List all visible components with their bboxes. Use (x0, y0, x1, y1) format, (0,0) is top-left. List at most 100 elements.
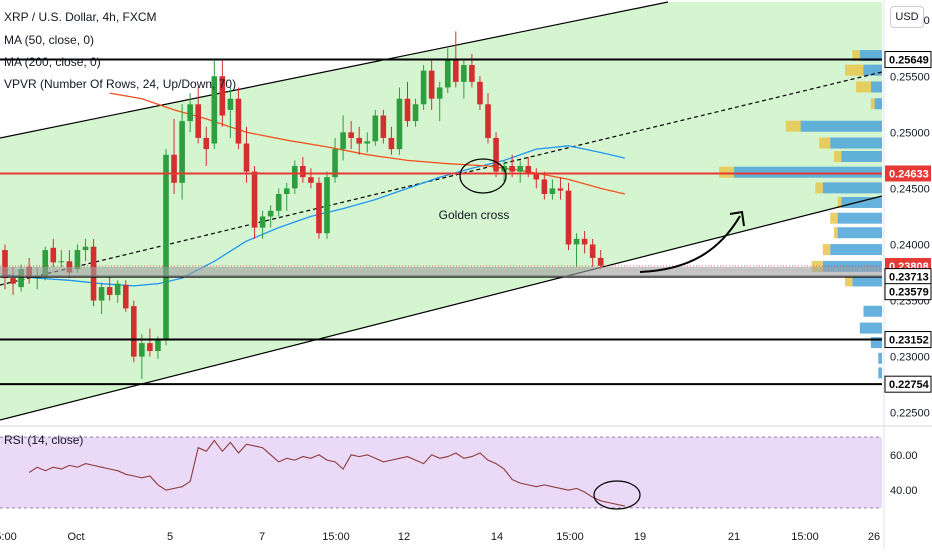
candle-body (436, 87, 443, 99)
rsi-legend[interactable]: RSI (14, close) (4, 433, 84, 447)
candle-body (324, 177, 330, 234)
volume-row-down (815, 182, 823, 194)
moving-averages (4, 92, 626, 287)
ma200-line (109, 92, 626, 195)
volume-row-up (852, 275, 882, 287)
price-label: 0.23713 (889, 272, 929, 284)
candle-body (106, 287, 113, 295)
candle-body (493, 137, 499, 172)
price-label-box (884, 331, 932, 349)
golden-cross-label: Golden cross (439, 208, 510, 222)
volume-row-down (852, 50, 860, 62)
ma50-line (4, 145, 626, 287)
candle-body (308, 177, 314, 183)
rsi-pane: 60.00 40.00 (0, 425, 932, 510)
candle-body (155, 339, 161, 351)
price-label: 0.25649 (889, 55, 929, 67)
volume-row-down (822, 244, 831, 256)
ma200-legend[interactable]: MA (200, close, 0) (4, 55, 101, 69)
ma50-legend[interactable]: MA (50, close, 0) (4, 33, 95, 47)
candle-body (74, 250, 81, 270)
candle-body (195, 104, 201, 138)
candle-body (469, 65, 475, 82)
volume-row-down (819, 137, 831, 149)
annotations: Golden cross (439, 158, 745, 273)
volume-row-up (859, 50, 882, 62)
candle-body (541, 179, 548, 194)
candle-body (235, 98, 242, 144)
volume-row-down (856, 81, 871, 93)
time-tick-label: 15:00 (556, 531, 584, 543)
price-label-box (885, 165, 931, 182)
candle-body (380, 115, 387, 138)
candle-body (549, 188, 556, 194)
candle-body (356, 137, 362, 144)
candle-body (428, 70, 435, 99)
volume-row-down (845, 64, 864, 76)
candle-body (444, 59, 451, 88)
currency-button[interactable]: USD (890, 6, 924, 28)
candle-body (42, 250, 49, 276)
candle-body (283, 188, 290, 194)
time-tick-label: 5 (167, 531, 173, 543)
volume-row-up (800, 120, 882, 132)
rsi-band-fill (0, 437, 882, 508)
volume-row-up (863, 305, 882, 317)
time-tick-label: 19 (634, 531, 646, 543)
volume-row-down (830, 212, 838, 224)
time-tick-label: 12 (398, 531, 410, 543)
candle-body (396, 98, 403, 150)
volume-row-up (734, 166, 882, 178)
projection-arrowhead (729, 210, 745, 227)
candle-body (203, 137, 210, 150)
candle-body (227, 98, 234, 110)
candle-body (82, 246, 89, 251)
volume-row-up (870, 337, 882, 349)
channel-upper-line (0, 1, 669, 139)
candle-body (275, 193, 282, 211)
volume-row-up (878, 367, 882, 379)
candle-body (461, 65, 467, 82)
volume-row-up (837, 227, 882, 239)
price-label: 0.23152 (889, 335, 929, 347)
time-tick-label: 21 (728, 531, 740, 543)
rsi-line (28, 439, 626, 507)
volume-row-down (833, 150, 842, 162)
price-tick-label: 0.24000 (890, 239, 930, 251)
price-tick-label: 0.22500 (890, 408, 930, 420)
price-tick-label: 0.24500 (890, 183, 930, 195)
vpvr-legend[interactable]: VPVR (Number Of Rows, 24, Up/Down, 70) (4, 77, 237, 91)
candle-body (348, 132, 354, 138)
price-tick-label: 0.25500 (890, 71, 930, 83)
candle-body (388, 137, 395, 150)
rsi-tick-label: 60.00 (890, 450, 918, 462)
volume-row-up (841, 150, 882, 162)
time-tick-label: 15:00 (791, 531, 819, 543)
candle-body (211, 76, 218, 144)
candle-body (573, 238, 580, 245)
candle-body (187, 104, 193, 122)
trend-lines (0, 1, 883, 421)
rsi-tick-label: 40.00 (890, 485, 918, 497)
candle-body (50, 247, 57, 263)
volume-row-up (863, 64, 882, 76)
candle-body (10, 278, 16, 284)
candle-body (98, 287, 105, 301)
volume-row-up (870, 81, 882, 93)
candle-body (316, 182, 322, 234)
channel-lower-line (0, 195, 883, 421)
support-zone (0, 266, 882, 277)
candle-body (509, 165, 515, 172)
candle-body (179, 121, 185, 183)
golden-cross-circle (459, 158, 507, 194)
candle-body (420, 70, 427, 105)
price-label-box (884, 51, 932, 69)
candle-body (340, 132, 346, 150)
chart-title: XRP / U.S. Dollar, 4h, FXCM (4, 10, 157, 24)
candle-body (259, 216, 266, 228)
price-label-box (884, 375, 932, 393)
candle-body (565, 190, 572, 245)
candle-body (131, 306, 137, 357)
candle-body (139, 343, 145, 357)
